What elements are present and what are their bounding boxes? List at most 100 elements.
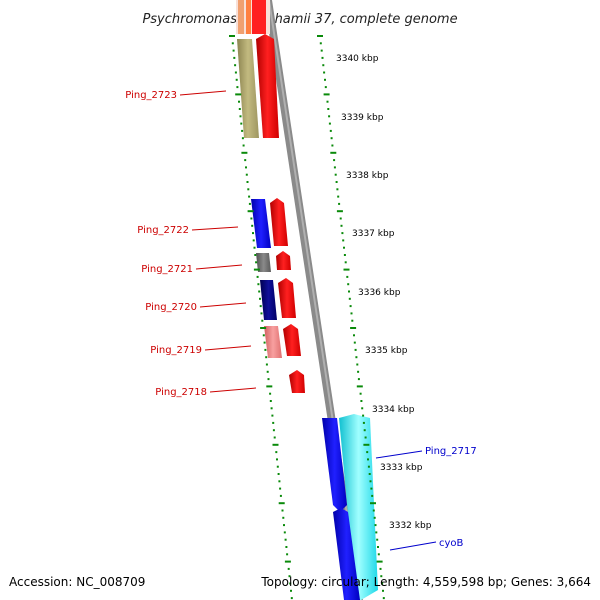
scale-tick xyxy=(367,458,369,461)
scale-tick xyxy=(272,443,279,446)
scale-tick xyxy=(266,385,273,388)
scale-tick xyxy=(336,210,343,213)
scale-label: 3332 kbp xyxy=(389,521,432,531)
scale-tick xyxy=(328,115,331,118)
scale-tick xyxy=(370,487,373,490)
topology-text: Topology: circular; Length: 4,559,598 bp… xyxy=(260,575,591,589)
scale-tick xyxy=(236,86,239,89)
scale-label: 3333 kbp xyxy=(380,463,423,473)
scale-labels: 3340 kbp 3339 kbp 3338 kbp 3337 kbp 3336… xyxy=(336,54,432,531)
scale-tick xyxy=(348,290,350,293)
scale-tick xyxy=(272,421,275,424)
scale-tick xyxy=(260,312,263,315)
scale-tick xyxy=(235,93,242,96)
scale-tick xyxy=(241,137,244,140)
gene-ping-2718[interactable] xyxy=(289,370,305,393)
scale-tick xyxy=(235,78,238,81)
scale-tick xyxy=(247,188,250,191)
scale-tick xyxy=(356,385,363,388)
scale-tick xyxy=(364,436,367,439)
scale-tick xyxy=(277,473,280,475)
scale-tick xyxy=(290,589,292,592)
left-tick-track xyxy=(229,35,293,600)
scale-tick xyxy=(339,217,342,220)
gene-label[interactable]: cyoB xyxy=(439,538,464,549)
gene-ping-2720[interactable] xyxy=(260,278,296,320)
scale-tick xyxy=(273,436,276,439)
gene-label[interactable]: Ping_2719 xyxy=(150,345,202,356)
scale-tick xyxy=(323,71,326,74)
scale-tick xyxy=(241,129,244,132)
scale-tick xyxy=(283,524,285,527)
scale-label: 3338 kbp xyxy=(346,171,389,181)
gene-label[interactable]: Ping_2718 xyxy=(155,387,207,398)
gene-ping-2721[interactable] xyxy=(256,251,291,272)
map-title: Psychromonas ingrahamii 37, complete gen… xyxy=(142,12,457,27)
scale-tick xyxy=(256,275,259,278)
scale-label: 3337 kbp xyxy=(352,229,395,239)
scale-tick xyxy=(374,524,377,527)
scale-tick xyxy=(247,210,254,213)
scale-tick xyxy=(370,502,376,505)
scale-tick xyxy=(376,560,383,563)
scale-tick xyxy=(371,494,374,497)
gene-label[interactable]: Ping_2721 xyxy=(141,264,193,275)
scale-tick xyxy=(363,429,366,432)
scale-tick xyxy=(326,100,329,103)
scale-tick xyxy=(343,246,345,249)
gene-label[interactable]: Ping_2717 xyxy=(425,446,477,457)
scale-tick xyxy=(344,261,347,264)
scale-tick xyxy=(360,400,363,402)
scale-tick xyxy=(276,465,279,468)
scale-label: 3339 kbp xyxy=(341,113,384,123)
scale-tick xyxy=(233,56,236,59)
scale-tick xyxy=(338,202,341,205)
scale-tick xyxy=(323,93,330,96)
scale-tick xyxy=(284,538,287,541)
scale-tick xyxy=(362,421,365,424)
scale-tick xyxy=(239,115,242,118)
scale-tick xyxy=(350,327,357,329)
scale-tick xyxy=(343,268,350,271)
right-tick-track xyxy=(317,35,385,600)
gene-ping-2722[interactable] xyxy=(251,198,288,248)
scale-tick xyxy=(357,370,360,373)
scale-tick xyxy=(257,283,260,286)
scale-tick xyxy=(380,575,383,578)
gene-ping-2717[interactable] xyxy=(322,414,378,600)
scale-tick xyxy=(354,348,357,351)
scale-tick xyxy=(244,159,247,162)
scale-tick xyxy=(368,473,371,475)
scale-tick xyxy=(265,363,268,366)
gene-cyob[interactable] xyxy=(333,508,360,600)
scale-tick xyxy=(327,108,330,110)
scale-tick xyxy=(288,575,291,578)
scale-tick xyxy=(250,217,253,220)
scale-tick xyxy=(278,480,281,483)
scale-tick xyxy=(278,502,285,505)
scale-tick xyxy=(343,254,346,256)
scale-tick xyxy=(361,407,364,410)
scale-tick xyxy=(350,312,353,315)
scale-label: 3334 kbp xyxy=(372,405,415,415)
scale-tick xyxy=(285,546,288,548)
scale-tick xyxy=(254,254,257,256)
scale-tick xyxy=(261,319,264,322)
scale-tick xyxy=(369,480,372,483)
scale-tick xyxy=(270,407,273,410)
scale-tick xyxy=(272,429,275,432)
scale-tick xyxy=(341,232,344,235)
scale-tick xyxy=(381,582,384,585)
gene-ping-2719[interactable] xyxy=(264,324,301,358)
gene-label[interactable]: Ping_2723 xyxy=(125,90,177,101)
gene-label[interactable]: Ping_2722 xyxy=(137,225,189,236)
scale-tick xyxy=(282,516,285,519)
scale-tick xyxy=(330,151,337,154)
scale-tick xyxy=(376,538,379,541)
gene-ping-2723[interactable] xyxy=(237,34,279,138)
scale-tick xyxy=(342,239,345,242)
scale-tick xyxy=(258,290,261,293)
scale-tick xyxy=(269,392,272,395)
gene-label[interactable]: Ping_2720 xyxy=(145,302,197,313)
